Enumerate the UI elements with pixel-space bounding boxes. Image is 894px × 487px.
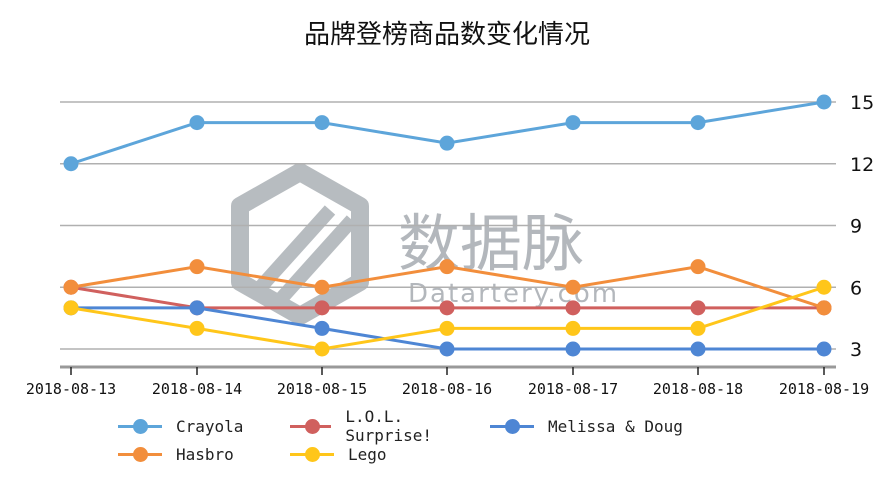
legend-label: Melissa & Doug [548, 416, 683, 436]
x-tick-label: 2018-08-13 [26, 380, 116, 398]
data-point[interactable] [565, 320, 581, 336]
x-tick-label: 2018-08-17 [528, 380, 618, 398]
series-lego [63, 279, 832, 357]
data-point[interactable] [189, 115, 205, 131]
data-point[interactable] [690, 341, 706, 357]
legend-item[interactable]: Lego [290, 445, 490, 464]
legend-marker-icon [290, 418, 332, 434]
series-hasbro [63, 259, 832, 316]
data-point[interactable] [189, 320, 205, 336]
watermark-logo-icon [231, 163, 369, 325]
legend-label: Lego [348, 444, 387, 464]
data-point[interactable] [565, 300, 581, 316]
data-point[interactable] [816, 94, 832, 110]
data-point[interactable] [439, 300, 455, 316]
data-point[interactable] [63, 300, 79, 316]
y-tick-label: 9 [850, 216, 862, 238]
data-point[interactable] [314, 279, 330, 295]
data-point[interactable] [439, 320, 455, 336]
legend-label: Crayola [176, 416, 244, 436]
legend-row: Crayola L.O.L. Surprise! Melissa & Doug [118, 407, 818, 445]
data-point[interactable] [314, 300, 330, 316]
data-point[interactable] [439, 259, 455, 275]
data-point[interactable] [63, 156, 79, 172]
watermark: 数据脉 Datartery.com [231, 163, 617, 325]
data-point[interactable] [816, 341, 832, 357]
legend-marker-icon [490, 418, 534, 434]
legend-item[interactable]: Melissa & Doug [490, 417, 710, 436]
x-tick-label: 2018-08-16 [402, 380, 492, 398]
data-point[interactable] [816, 300, 832, 316]
series-line [70, 100, 825, 166]
data-point[interactable] [314, 320, 330, 336]
data-point[interactable] [314, 115, 330, 131]
y-tick-label: 3 [850, 339, 862, 361]
data-point[interactable] [690, 259, 706, 275]
legend-row: Hasbro Lego [118, 440, 818, 468]
data-point[interactable] [439, 341, 455, 357]
data-point[interactable] [189, 259, 205, 275]
data-point[interactable] [816, 279, 832, 295]
y-tick-label: 12 [850, 154, 874, 176]
y-axis: 3 6 9 12 15 [850, 92, 874, 361]
data-point[interactable] [565, 115, 581, 131]
legend-item[interactable]: Crayola [118, 417, 290, 436]
data-point[interactable] [565, 279, 581, 295]
x-tick-label: 2018-08-15 [277, 380, 367, 398]
x-axis: 2018-08-13 2018-08-14 2018-08-15 2018-08-16… [26, 365, 869, 398]
legend-item[interactable]: Hasbro [118, 445, 290, 464]
chart-title: 品牌登榜商品数变化情况 [303, 20, 590, 50]
data-point[interactable] [565, 341, 581, 357]
data-point[interactable] [63, 279, 79, 295]
data-point[interactable] [314, 341, 330, 357]
data-point[interactable] [690, 300, 706, 316]
legend: Crayola L.O.L. Surprise! Melissa & Doug Ha… [118, 407, 818, 468]
legend-marker-icon [118, 418, 162, 434]
legend-marker-icon [290, 446, 334, 462]
legend-label: Hasbro [176, 444, 234, 464]
series-crayola [63, 94, 832, 172]
y-tick-label: 6 [850, 277, 862, 299]
legend-marker-icon [118, 446, 162, 462]
series-group [63, 94, 832, 357]
data-point[interactable] [690, 320, 706, 336]
x-tick-label: 2018-08-14 [152, 380, 242, 398]
legend-label: L.O.L. Surprise! [345, 407, 433, 445]
data-point[interactable] [189, 300, 205, 316]
x-tick-label: 2018-08-19 [779, 380, 869, 398]
data-point[interactable] [439, 135, 455, 151]
watermark-cn-text: 数据脉 [398, 207, 584, 280]
x-tick-label: 2018-08-18 [653, 380, 743, 398]
legend-item[interactable]: L.O.L. Surprise! [290, 407, 490, 445]
data-point[interactable] [690, 115, 706, 131]
y-tick-label: 15 [850, 92, 874, 114]
